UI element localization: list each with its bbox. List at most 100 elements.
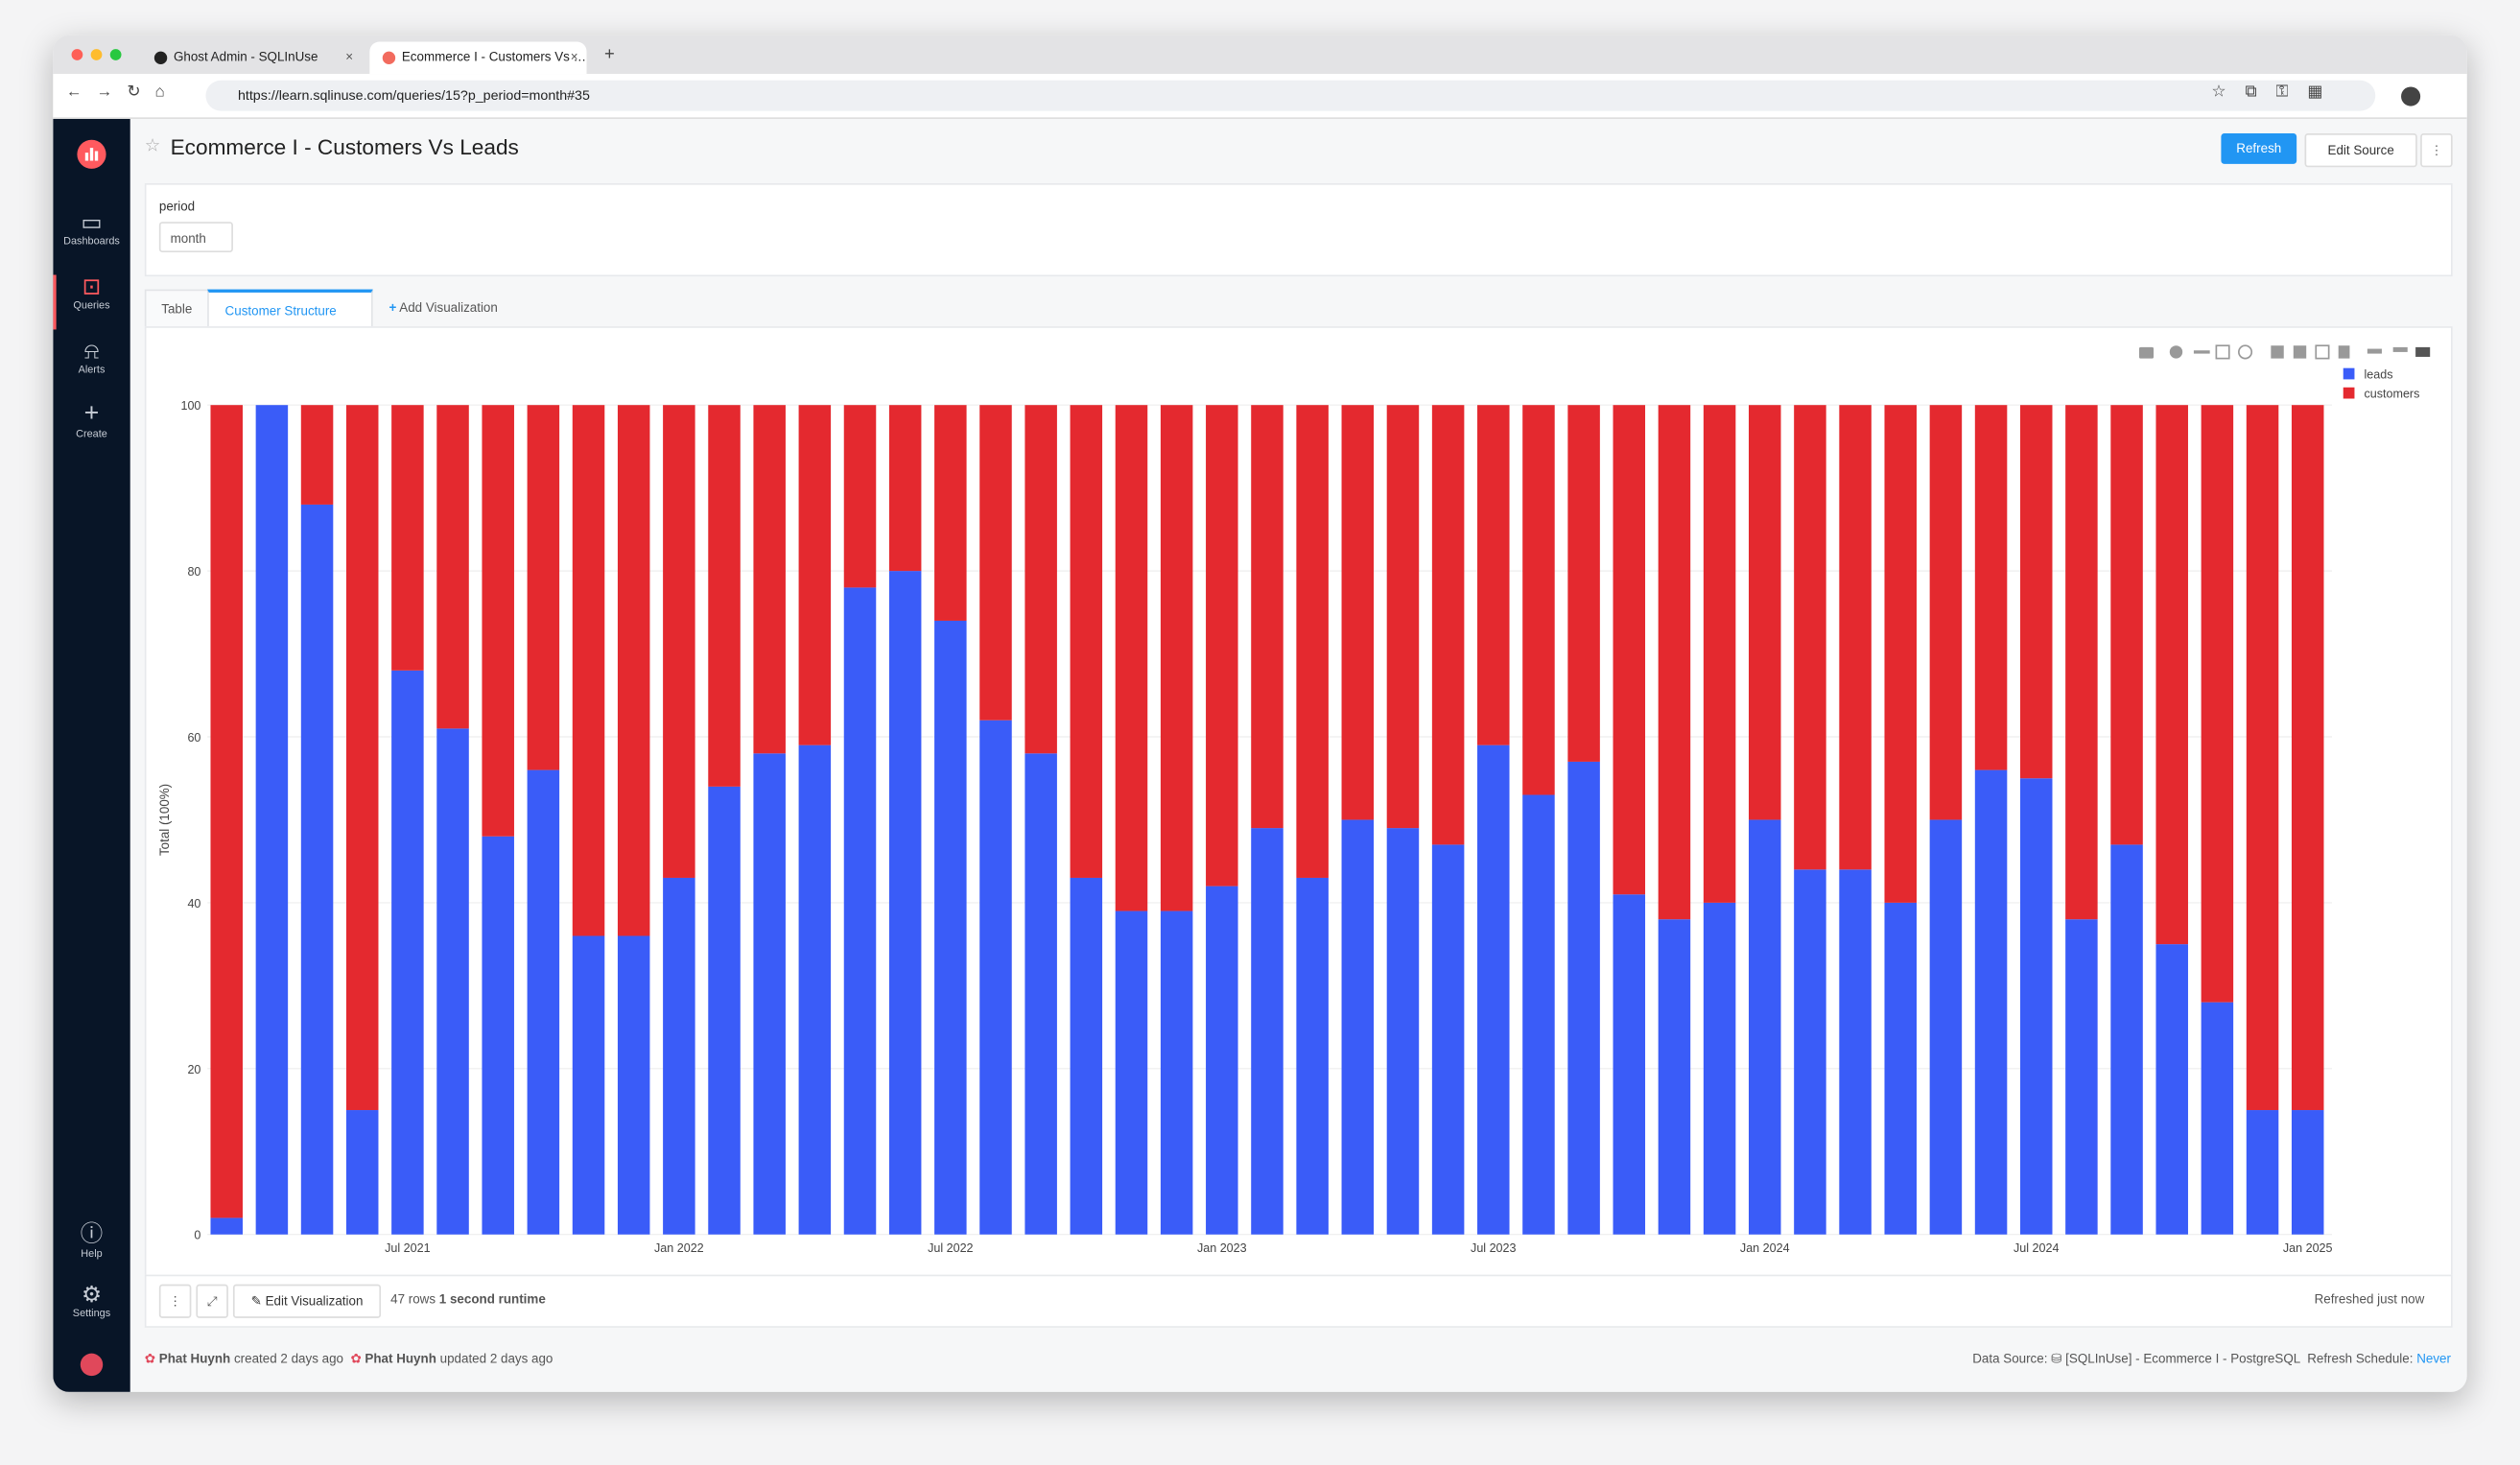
- tab-icon: [382, 51, 396, 65]
- bar-segment: [2246, 1110, 2279, 1235]
- bar-segment: [572, 405, 605, 936]
- nav-item[interactable]: ⓘ Help: [80, 1219, 104, 1261]
- bar-segment: [436, 728, 469, 1235]
- bar-segment: [934, 620, 967, 1235]
- tab-visualization[interactable]: Customer Structure: [207, 289, 373, 328]
- bar-segment: [1884, 405, 1917, 903]
- url-field[interactable]: https://learn.sqlinuse.com/queries/15?p_…: [205, 80, 2376, 111]
- tab-table[interactable]: Table: [144, 289, 209, 330]
- schedule[interactable]: Never: [2416, 1352, 2451, 1367]
- bar-segment: [255, 405, 289, 1235]
- nav-item[interactable]: + Create: [76, 400, 107, 441]
- created: created 2 days ago: [233, 1352, 343, 1367]
- bar-segment: [2201, 1002, 2234, 1235]
- modebar[interactable]: [2138, 344, 2431, 360]
- nav-item[interactable]: ⚙ Settings: [72, 1281, 111, 1320]
- bar-segment: [1974, 405, 2008, 770]
- browser-tab-active[interactable]: Ecommerce I - Customers Vs Leads: [369, 41, 587, 75]
- bar-segment: [1703, 405, 1736, 903]
- runtime: 1 second runtime: [438, 1292, 546, 1308]
- refreshed-info: Refreshed just now: [2314, 1292, 2425, 1308]
- legend-label: leads: [2365, 368, 2393, 382]
- fullscreen-button[interactable]: ⤢: [196, 1284, 228, 1318]
- bar-segment: [2110, 405, 2143, 845]
- bar-segment: [2155, 944, 2188, 1235]
- bar-segment: [1477, 405, 1510, 745]
- bar-segment: [391, 405, 424, 671]
- nav-buttons[interactable]: ←→↻⌂: [65, 83, 179, 102]
- bar-segment: [753, 753, 786, 1235]
- bar-segment: [1567, 405, 1600, 762]
- favorite-star[interactable]: ☆: [144, 136, 161, 156]
- bar-segment: [1251, 405, 1284, 829]
- bar-segment: [1522, 794, 1555, 1235]
- nav-item[interactable]: ⊡ Queries: [73, 272, 110, 313]
- bar-segment: [210, 405, 243, 1218]
- bar-segment: [708, 405, 741, 787]
- footer-meta: ✿ Phat Huynh created 2 days ago ✿ Phat H…: [144, 1352, 553, 1367]
- browser-tab[interactable]: Ghost Admin - SQLInUse: [173, 49, 318, 65]
- bar-segment: [1115, 910, 1148, 1235]
- window-controls[interactable]: [69, 48, 133, 64]
- bar-segment: [2065, 919, 2098, 1235]
- bar-segment: [1929, 819, 1963, 1235]
- bar-segment: [2065, 405, 2098, 920]
- x-tick-label: Jul 2021: [385, 1241, 430, 1255]
- close-tab[interactable]: ×: [570, 49, 578, 65]
- refresh-button[interactable]: Refresh: [2221, 133, 2297, 164]
- y-tick-label: 40: [187, 897, 200, 910]
- profile[interactable]: [2399, 85, 2421, 107]
- chart-toolbar: [144, 1274, 2453, 1328]
- more-button[interactable]: ⋮: [2420, 133, 2453, 168]
- x-tick-label: Jan 2023: [1197, 1241, 1247, 1255]
- updated: updated 2 days ago: [439, 1352, 553, 1367]
- bar-segment: [708, 786, 741, 1235]
- bar-segment: [1160, 910, 1193, 1235]
- bar-segment: [300, 405, 334, 505]
- bar-segment: [934, 405, 967, 621]
- browser-actions[interactable]: ☆⧉⚿▦: [2211, 83, 2343, 102]
- query-title: Ecommerce I - Customers Vs Leads: [170, 134, 519, 159]
- avatar[interactable]: [79, 1352, 105, 1378]
- logo[interactable]: [76, 138, 108, 174]
- bar-segment: [843, 405, 877, 588]
- bar-segment: [1974, 769, 2008, 1235]
- bar-segment: [345, 1110, 379, 1235]
- bar-segment: [1160, 405, 1193, 911]
- active-indicator: [53, 274, 57, 330]
- row-count: 47 rows: [390, 1292, 436, 1308]
- x-tick-label: Jan 2022: [654, 1241, 704, 1255]
- bar-segment: [979, 405, 1012, 721]
- bar-segment: [391, 670, 424, 1235]
- bar-segment: [1477, 744, 1510, 1235]
- bar-segment: [572, 935, 605, 1235]
- nav-item[interactable]: ▭ Dashboards: [63, 208, 120, 248]
- bar-segment: [210, 1217, 243, 1235]
- y-tick-label: 100: [180, 399, 200, 413]
- y-axis-label: Total (100%): [157, 784, 172, 856]
- nav-label: Create: [76, 429, 107, 441]
- close-tab[interactable]: ×: [345, 49, 354, 65]
- chart: 0 20 40 60 80 100 Jul 2021 Jan 2022 Jul 2022 Jan …: [157, 344, 2431, 1255]
- add-visualization[interactable]: + Add Visualization: [389, 300, 498, 316]
- bar-segment: [527, 405, 560, 770]
- bar-segment: [1341, 819, 1375, 1235]
- x-tick-label: Jul 2024: [2014, 1241, 2059, 1255]
- x-tick-label: Jul 2023: [1471, 1241, 1516, 1255]
- new-tab[interactable]: +: [603, 44, 615, 65]
- y-tick-label: 80: [187, 565, 200, 579]
- bar-segment: [798, 744, 832, 1235]
- nav-item[interactable]: ⍾ Alerts: [78, 337, 106, 377]
- nav-label: Help: [81, 1248, 103, 1261]
- edit-source-button[interactable]: Edit Source: [2304, 133, 2417, 168]
- schedule-label: Refresh Schedule:: [2307, 1352, 2414, 1367]
- x-tick-label: Jul 2022: [928, 1241, 973, 1255]
- bar-segment: [1794, 869, 1826, 1235]
- x-tick-label: Jan 2024: [1740, 1241, 1790, 1255]
- bar-segment: [2155, 405, 2188, 945]
- edit-visualization[interactable]: ✎ Edit Visualization: [232, 1284, 382, 1318]
- bar-segment: [1386, 405, 1420, 829]
- menu-button[interactable]: ⋮: [158, 1284, 192, 1318]
- parameter-select[interactable]: month: [158, 222, 233, 253]
